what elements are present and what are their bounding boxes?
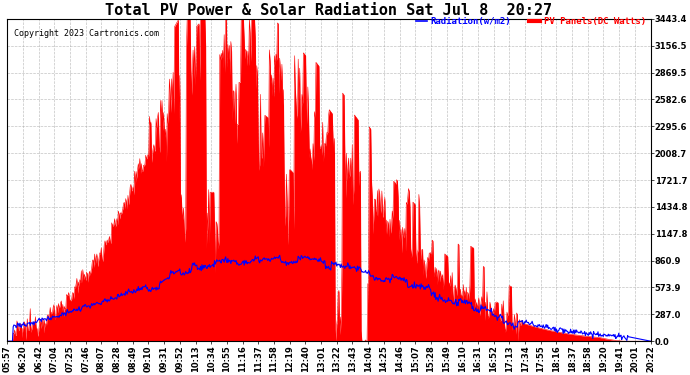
Legend: Radiation(w/m2), PV Panels(DC Watts): Radiation(w/m2), PV Panels(DC Watts) (413, 13, 650, 30)
Title: Total PV Power & Solar Radiation Sat Jul 8  20:27: Total PV Power & Solar Radiation Sat Jul… (106, 3, 553, 18)
Text: Copyright 2023 Cartronics.com: Copyright 2023 Cartronics.com (14, 28, 159, 38)
